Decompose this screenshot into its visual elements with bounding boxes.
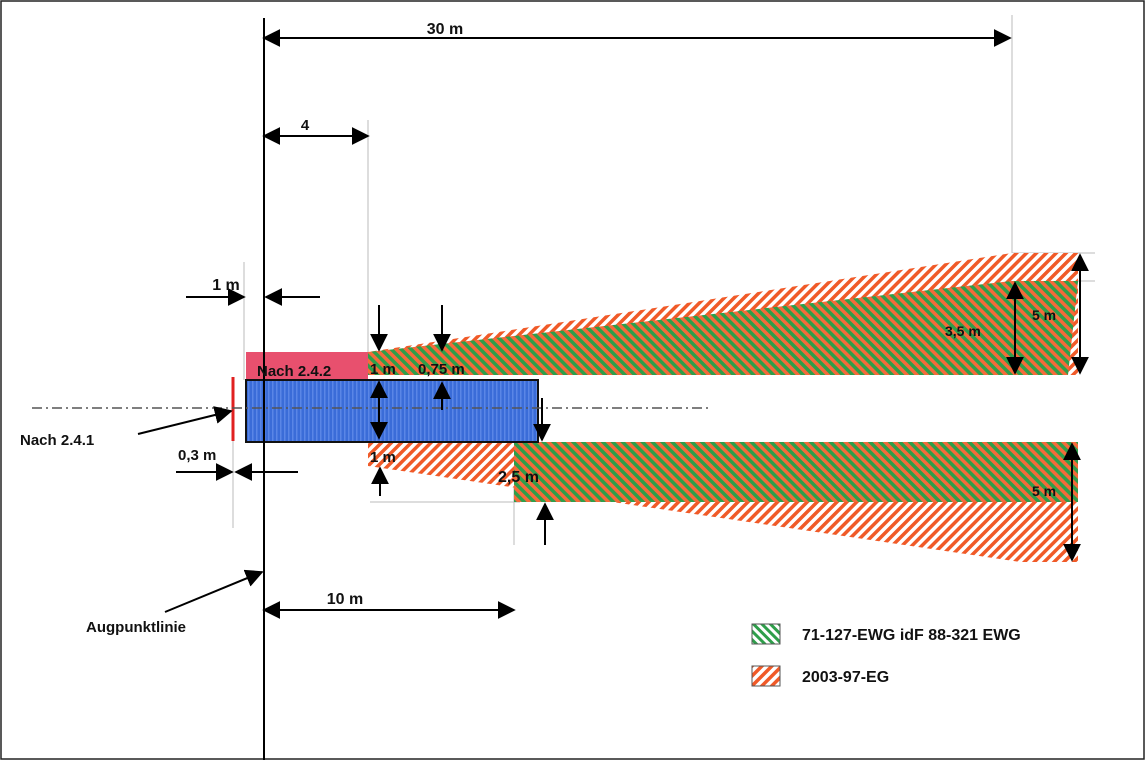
label-25m: 2,5 m — [498, 469, 539, 486]
legend-swatch-orange — [751, 665, 781, 687]
label-4: 4 — [301, 117, 310, 134]
label-nach-241: Nach 2.4.1 — [20, 432, 94, 449]
label-5m-top: 5 m — [1032, 307, 1056, 323]
label-nach-242: Nach 2.4.2 — [257, 363, 331, 380]
legend-swatch-green — [751, 623, 781, 645]
vehicle-rect — [245, 379, 539, 443]
label-10m: 10 m — [327, 591, 363, 608]
label-075m: 0,75 m — [418, 361, 465, 378]
legend-label-orange: 2003-97-EG — [802, 669, 889, 686]
lower-green-zone — [514, 442, 1078, 502]
label-35m: 3,5 m — [945, 323, 981, 339]
pink-zone — [246, 352, 368, 380]
upper-green-zone — [368, 281, 1078, 375]
label-30m: 30 m — [427, 21, 463, 38]
legend: 71-127-EWG idF 88-321 EWG 2003-97-EG — [751, 623, 1021, 687]
label-03m: 0,3 m — [178, 447, 216, 464]
label-augpunktlinie: Augpunktlinie — [86, 619, 186, 636]
legend-label-green: 71-127-EWG idF 88-321 EWG — [802, 627, 1021, 644]
label-1m-low: 1 m — [370, 449, 396, 466]
dimension-arrows — [137, 29, 1089, 619]
label-1m-top: 1 m — [212, 277, 240, 294]
label-5m-bottom: 5 m — [1032, 483, 1056, 499]
label-1m-mid: 1 m — [370, 361, 396, 378]
